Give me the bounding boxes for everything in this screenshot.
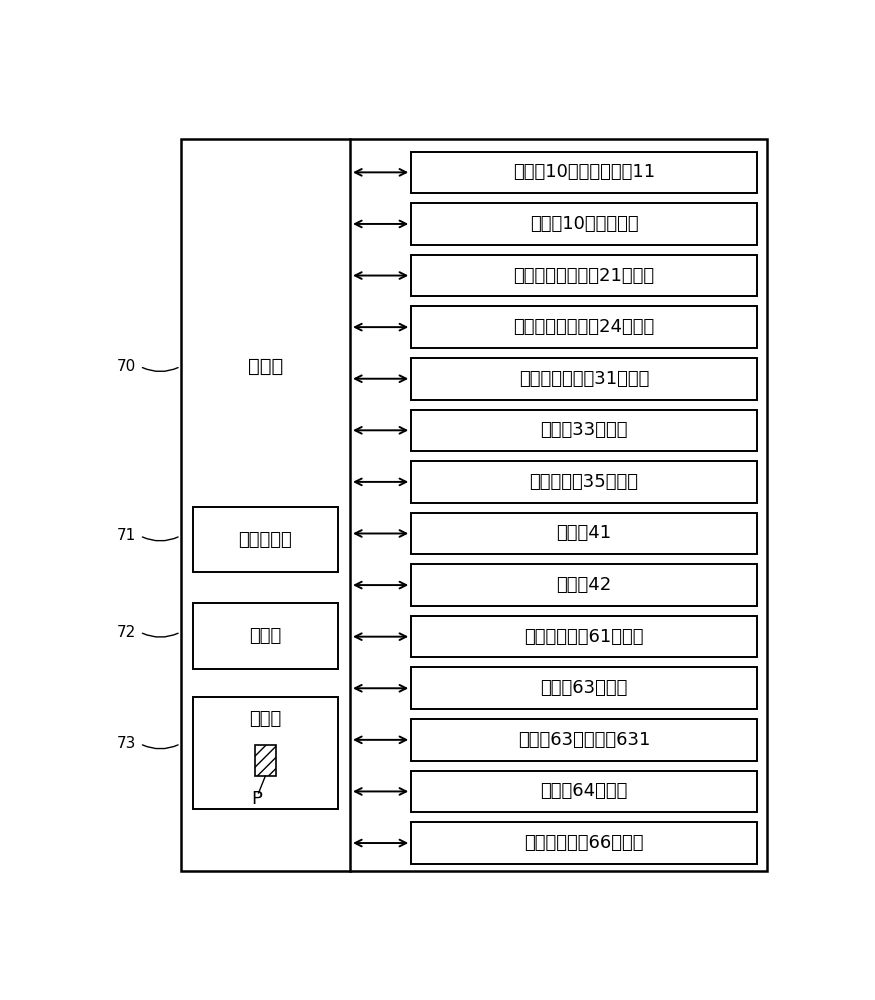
Text: 71: 71 [117, 528, 136, 543]
Bar [411, 255, 757, 296]
Text: 按压辊64的气缸: 按压辊64的气缸 [541, 782, 627, 800]
Text: 运算处理部: 运算处理部 [239, 531, 292, 549]
Bar [411, 771, 757, 812]
Bar [411, 616, 757, 657]
Text: 70: 70 [117, 359, 136, 374]
Text: 涂布部41: 涂布部41 [556, 524, 612, 542]
Bar [411, 513, 757, 554]
Text: 吸附辊10的旋转驱动部11: 吸附辊10的旋转驱动部11 [513, 163, 655, 181]
Text: 73: 73 [117, 736, 136, 751]
Text: 支撑膜供给辊61的马达: 支撑膜供给辊61的马达 [524, 628, 644, 646]
Text: 吸附辊10的吸引机构: 吸附辊10的吸引机构 [529, 215, 639, 233]
Text: 剥离辊33的气缸: 剥离辊33的气缸 [541, 421, 628, 439]
Text: 层叠基材供给辊31的马达: 层叠基材供给辊31的马达 [519, 370, 649, 388]
Text: 多孔质基材回收辊24的马达: 多孔质基材回收辊24的马达 [514, 318, 654, 336]
Bar [192, 507, 338, 572]
Bar [411, 410, 757, 451]
Text: 背膜回收辊35的马达: 背膜回收辊35的马达 [529, 473, 639, 491]
Text: 接合体回收辊66的马达: 接合体回收辊66的马达 [524, 834, 644, 852]
Text: 72: 72 [117, 625, 136, 640]
Bar [411, 306, 757, 348]
Bar [411, 822, 757, 864]
Bar [411, 719, 757, 761]
Bar [411, 152, 757, 193]
Bar [192, 603, 338, 669]
Text: 多孔质基材供给辊21的马达: 多孔质基材供给辊21的马达 [514, 267, 654, 285]
Bar [411, 358, 757, 400]
Text: 层压辊63的加热器631: 层压辊63的加热器631 [518, 731, 650, 749]
Bar [180, 139, 767, 871]
Bar [411, 461, 757, 503]
Text: P: P [251, 790, 262, 808]
Text: 控制部: 控制部 [248, 357, 283, 376]
Text: 层压辊63的气缸: 层压辊63的气缸 [541, 679, 627, 697]
Bar [192, 697, 338, 809]
Bar [411, 203, 757, 245]
Text: 干燥炉42: 干燥炉42 [556, 576, 612, 594]
Bar [411, 564, 757, 606]
Text: 存储部: 存储部 [249, 710, 282, 728]
Bar [255, 745, 276, 776]
Bar [411, 667, 757, 709]
Text: 存储器: 存储器 [249, 627, 282, 645]
